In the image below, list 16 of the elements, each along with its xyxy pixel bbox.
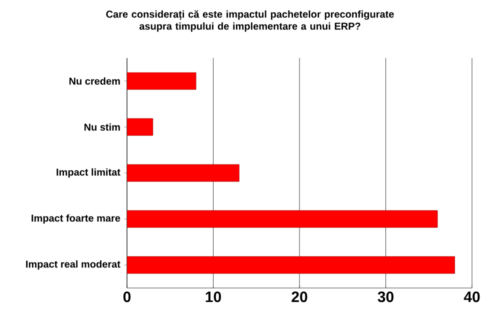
bar bbox=[127, 72, 196, 90]
x-tick-label: 40 bbox=[464, 292, 480, 302]
y-tick-label: Impact limitat bbox=[56, 168, 120, 178]
x-tick-label: 20 bbox=[292, 292, 308, 302]
bar bbox=[127, 256, 455, 274]
bar bbox=[127, 164, 240, 182]
x-tick-label: 0 bbox=[123, 292, 131, 302]
y-tick-label: Impact foarte mare bbox=[32, 214, 120, 224]
chart-title: Care considerați că este impactul pachetelor preconfigurate asupra timpului de implementare a unui ERP? bbox=[106, 10, 394, 32]
y-tick-label: Nu stim bbox=[84, 123, 120, 131]
bar bbox=[127, 210, 438, 228]
bar bbox=[127, 118, 154, 136]
x-tick-label: 10 bbox=[206, 292, 221, 302]
y-tick-label: Nu credem bbox=[69, 77, 120, 85]
y-tick-label: Impact real moderat bbox=[26, 260, 120, 270]
x-tick-label: 30 bbox=[378, 292, 394, 302]
